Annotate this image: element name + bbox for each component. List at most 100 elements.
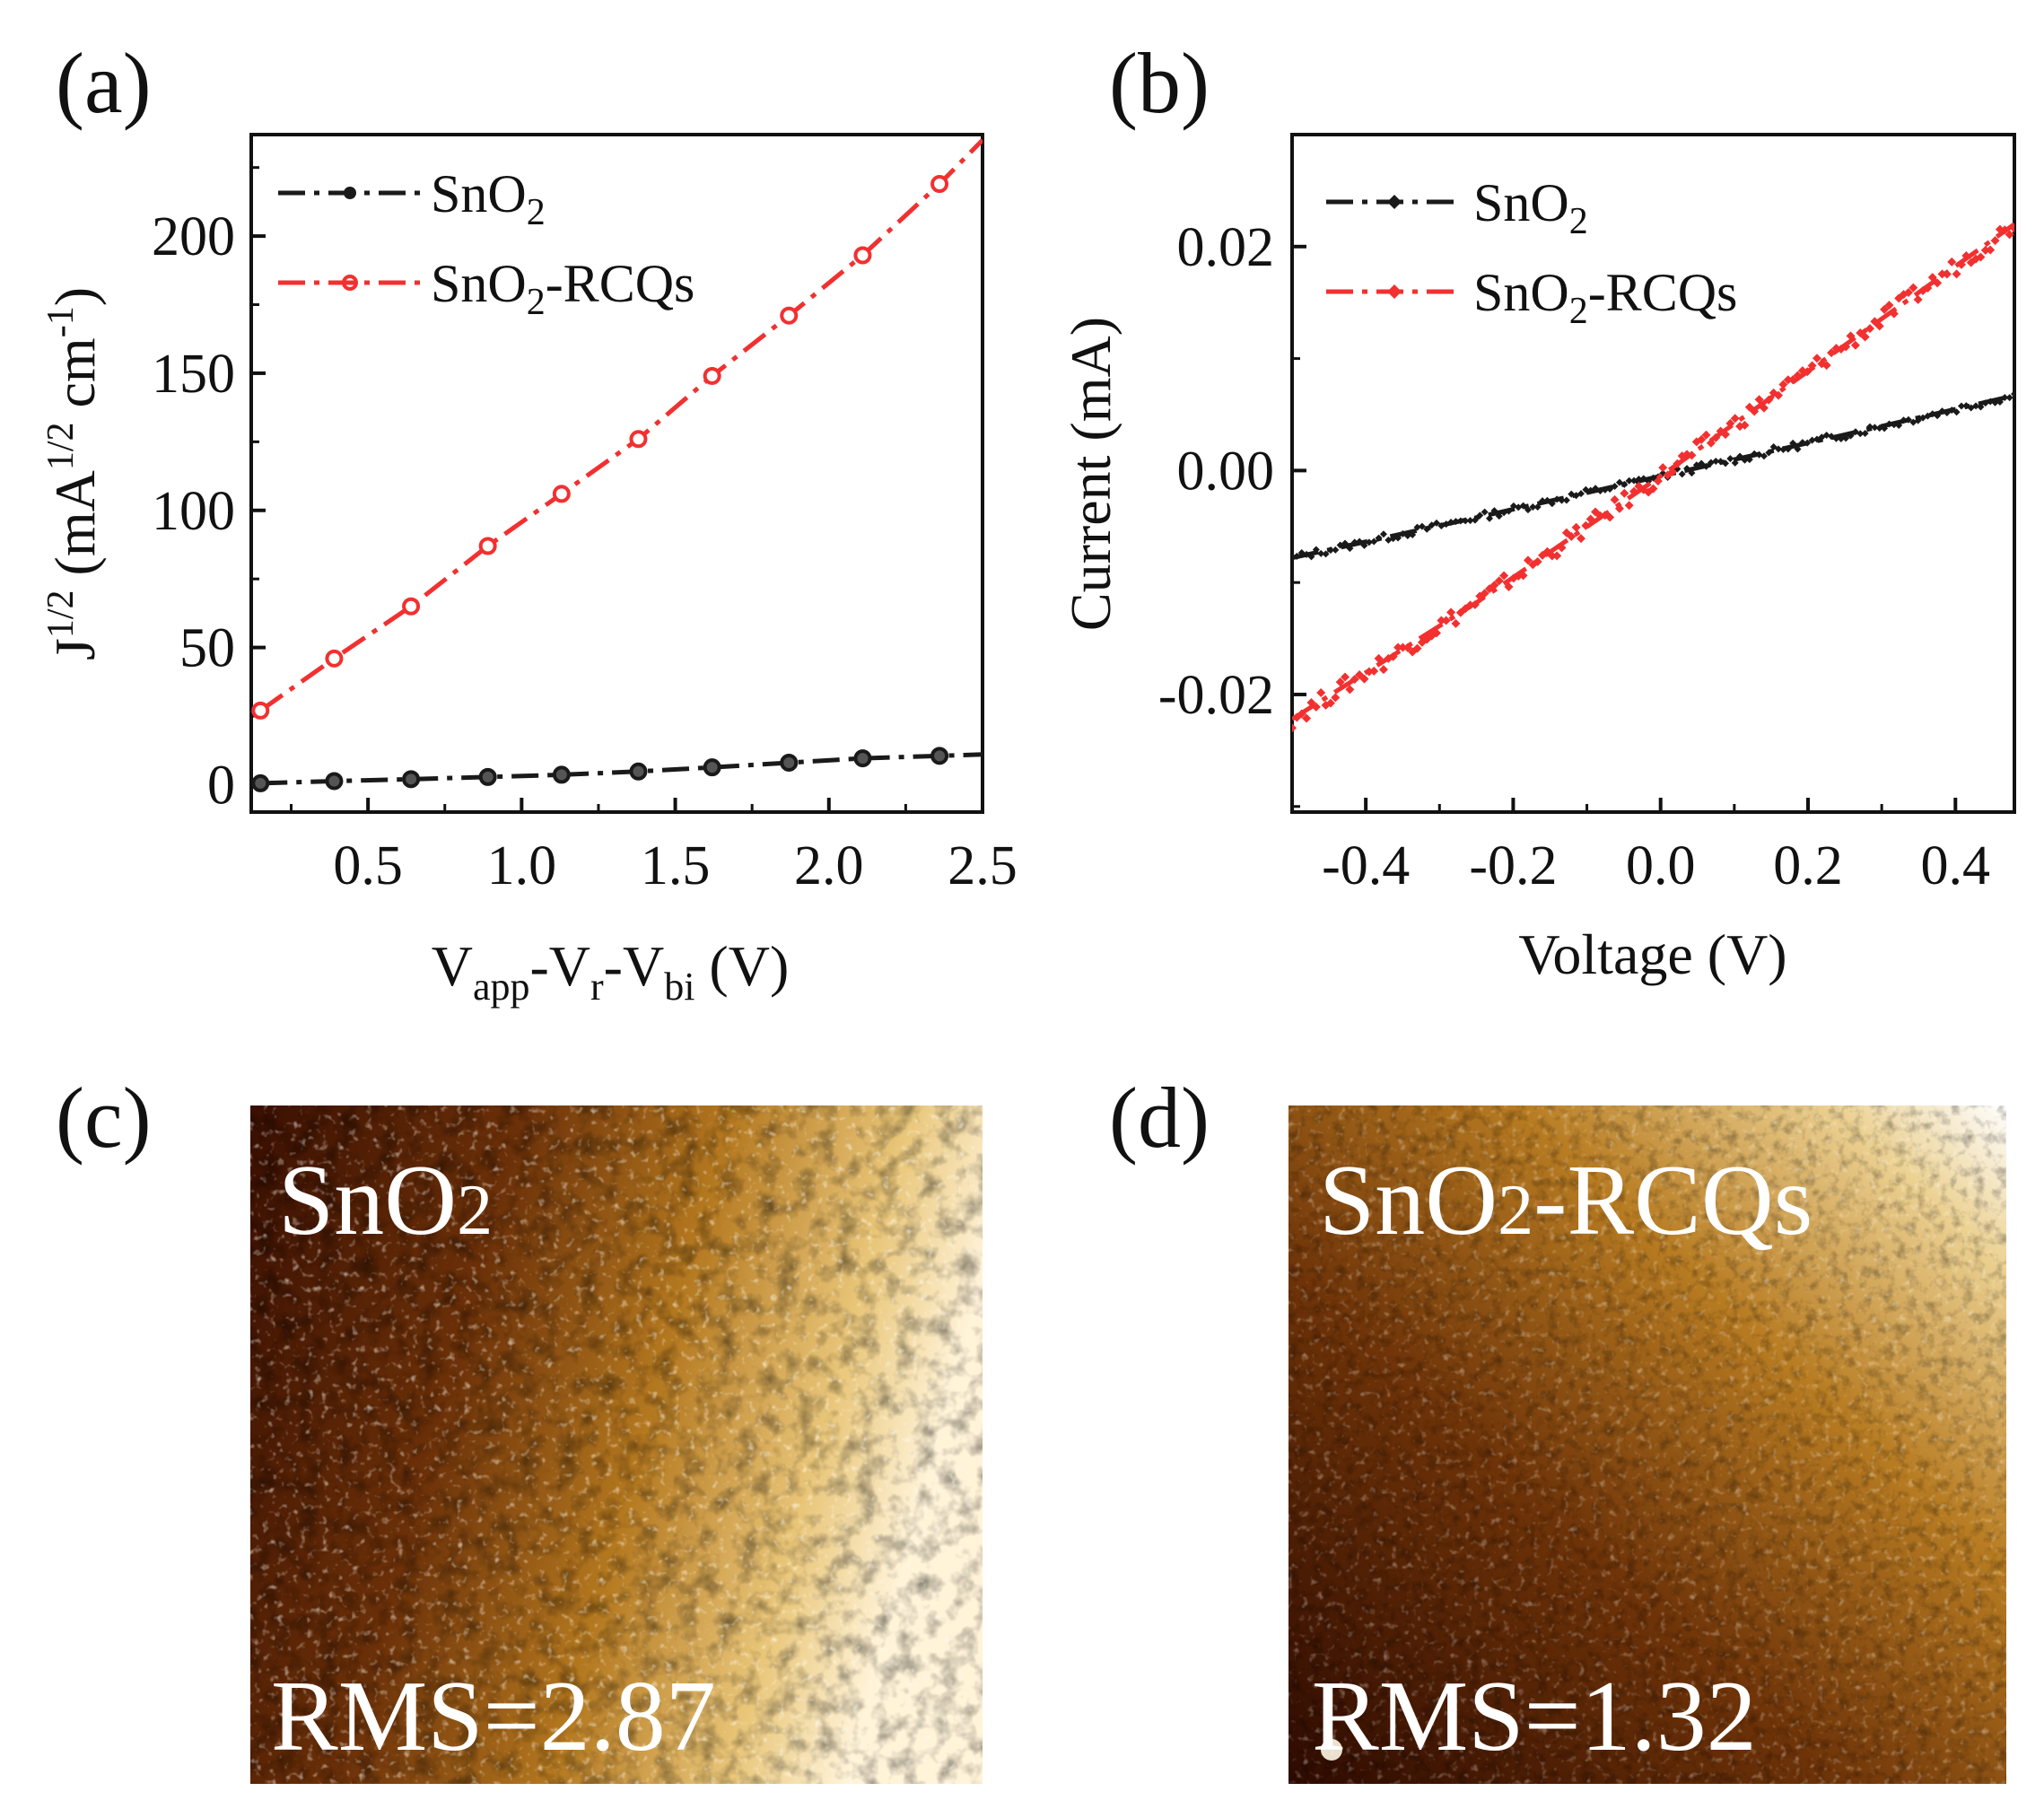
point-1-1-21 <box>1388 651 1398 661</box>
y-tick-label-1-2: 0.02 <box>1177 217 1275 278</box>
point-1-0-148 <box>2001 393 2009 401</box>
point-1-0-94 <box>1741 456 1749 464</box>
x-tick-label-0-4: 2.5 <box>948 835 1018 896</box>
point-1-1-31 <box>1437 616 1446 625</box>
point-1-0-22 <box>1394 534 1402 542</box>
point-1-0-95 <box>1745 456 1753 464</box>
point-1-1-51 <box>1533 556 1542 566</box>
legend-a-label-1: SnO2 <box>431 164 546 233</box>
point-1-1-58 <box>1567 531 1577 541</box>
legend-a: SnO2 SnO2-RCQs <box>278 164 694 323</box>
x-tick-label-1-4: 0.4 <box>1921 835 1991 896</box>
axis-ticks-b: -0.4 -0.2 0.0 0.2 0.4 -0.02 0.00 0.02 <box>1158 217 1990 896</box>
point-1-0-86 <box>1702 462 1710 470</box>
point-1-0-128 <box>1904 415 1912 424</box>
point-1-1-94 <box>1740 420 1750 430</box>
point-1-1-15 <box>1359 674 1369 684</box>
point-1-1-111 <box>1821 361 1831 371</box>
x-tick-label-1-0: -0.4 <box>1322 835 1410 896</box>
point-1-0-38 <box>1471 516 1479 524</box>
point-1-0-120 <box>1866 423 1874 431</box>
point-1-1-2 <box>1297 709 1306 719</box>
point-1-0-5 <box>1312 546 1320 554</box>
panel-label-d: (d) <box>1109 1070 1210 1166</box>
point-1-1-107 <box>1803 367 1813 377</box>
point-1-1-17 <box>1369 666 1379 676</box>
point-1-1-26 <box>1412 643 1422 653</box>
point-1-1-92 <box>1730 414 1740 424</box>
point-1-1-133 <box>1927 273 1937 283</box>
point-0-0-1 <box>325 772 344 791</box>
point-0-1-5 <box>629 430 648 449</box>
point-1-1-115 <box>1841 342 1851 352</box>
point-1-1-103 <box>1783 375 1793 385</box>
y-tick-label-0-4: 200 <box>152 206 235 267</box>
axis-ticks-a: 0.5 1.0 1.5 2.0 2.5 0 50 100 150 200 <box>152 166 1018 896</box>
point-1-0-12 <box>1346 545 1354 553</box>
point-1-0-113 <box>1832 434 1840 442</box>
point-1-0-101 <box>1775 445 1783 453</box>
x-tick-label-0-2: 1.5 <box>641 835 711 896</box>
chart-a: 0.5 1.0 1.5 2.0 2.5 0 50 100 150 200 SnO2 SnO2-RC… <box>40 133 1018 1009</box>
point-1-0-82 <box>1683 465 1691 473</box>
point-1-0-14 <box>1356 537 1364 546</box>
series-line-0-1 <box>258 138 983 712</box>
panel-label-c: (c) <box>56 1070 152 1166</box>
point-1-1-146 <box>1990 236 2000 246</box>
point-1-1-45 <box>1504 581 1514 591</box>
point-0-0-5 <box>629 762 648 781</box>
point-1-1-0 <box>1292 723 1297 733</box>
afm-label-c: SnO2 <box>278 1145 493 1256</box>
point-0-1-9 <box>930 175 949 194</box>
point-1-1-135 <box>1937 269 1947 279</box>
point-1-1-95 <box>1744 402 1754 412</box>
x-axis-label-b: Voltage (V) <box>1518 922 1786 986</box>
point-1-1-48 <box>1518 571 1528 581</box>
point-0-1-8 <box>853 246 872 265</box>
point-1-1-120 <box>1865 324 1874 334</box>
afm-image-d: SnO2-RCQs RMS=1.32 <box>1288 1106 2006 1784</box>
point-1-0-134 <box>1934 412 1942 420</box>
point-0-1-7 <box>780 306 799 325</box>
x-tick-label-1-3: 0.2 <box>1773 835 1843 896</box>
point-1-0-7 <box>1322 550 1330 558</box>
point-1-0-8 <box>1326 546 1334 555</box>
point-1-0-18 <box>1375 534 1383 542</box>
point-1-1-40 <box>1480 589 1489 599</box>
point-1-0-92 <box>1731 459 1739 467</box>
point-1-0-45 <box>1505 507 1513 515</box>
point-1-1-104 <box>1788 375 1798 385</box>
point-1-0-55 <box>1553 495 1561 503</box>
point-1-0-136 <box>1943 409 1951 417</box>
point-1-1-70 <box>1624 501 1634 511</box>
y-axis-label-a: J1/2 (mA1/2 cm-1) <box>40 287 107 660</box>
point-1-1-30 <box>1432 628 1441 638</box>
point-1-1-43 <box>1494 576 1504 586</box>
x-tick-label-1-2: 0.0 <box>1626 835 1696 896</box>
point-1-1-116 <box>1846 331 1856 341</box>
point-0-1-1 <box>325 649 344 668</box>
point-1-0-111 <box>1822 432 1830 440</box>
point-1-0-149 <box>2005 394 2013 402</box>
point-1-1-109 <box>1812 354 1821 363</box>
point-1-0-122 <box>1875 424 1883 433</box>
point-1-0-4 <box>1307 553 1315 561</box>
point-1-0-66 <box>1606 485 1614 493</box>
afm-rms-d: RMS=1.32 <box>1312 1661 1757 1772</box>
point-1-0-40 <box>1481 508 1489 516</box>
point-1-1-112 <box>1827 348 1837 358</box>
point-1-1-150 <box>2010 223 2014 233</box>
point-0-0-9 <box>930 747 949 765</box>
point-1-1-32 <box>1441 616 1451 625</box>
point-1-0-61 <box>1582 485 1590 494</box>
point-1-1-53 <box>1542 546 1552 556</box>
series-b <box>1292 222 2014 733</box>
point-1-0-13 <box>1350 538 1358 546</box>
point-1-0-145 <box>1987 398 1995 406</box>
y-tick-label-0-0: 0 <box>207 755 235 816</box>
point-1-0-51 <box>1533 502 1542 511</box>
point-1-0-28 <box>1423 525 1431 533</box>
point-0-1-4 <box>552 485 571 503</box>
afm-image-c: SnO2 RMS=2.87 <box>250 1106 983 1784</box>
point-1-1-24 <box>1402 642 1412 652</box>
